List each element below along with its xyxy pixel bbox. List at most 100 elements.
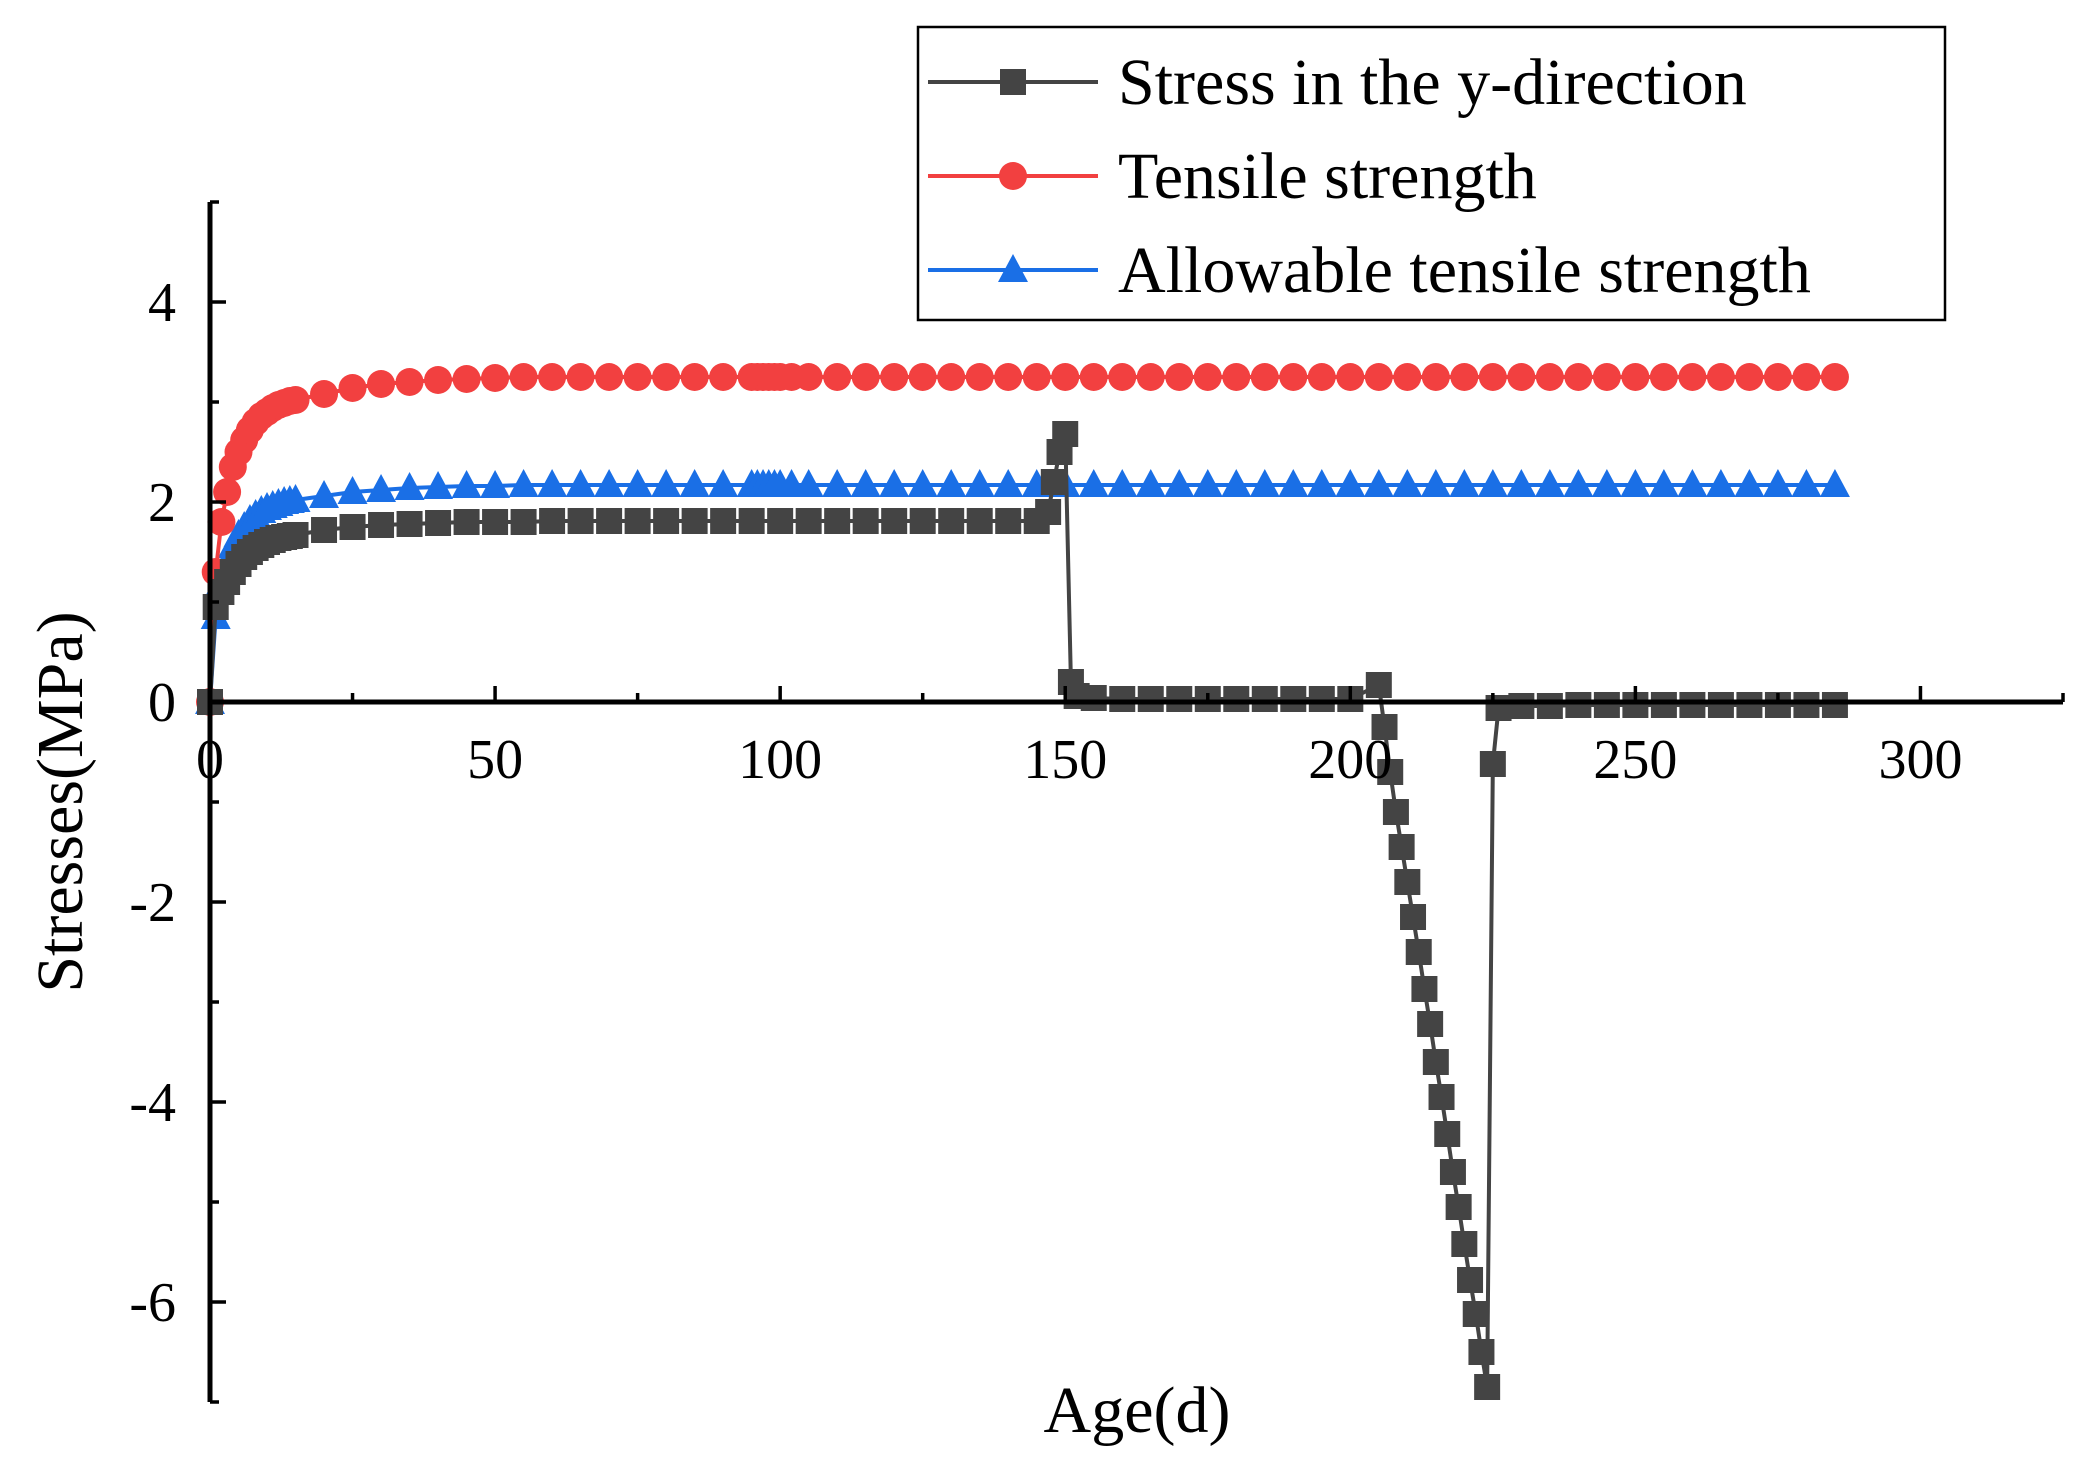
data-point xyxy=(1736,692,1763,718)
data-point xyxy=(282,522,309,548)
data-point xyxy=(1506,469,1537,497)
data-point xyxy=(452,365,481,393)
data-point xyxy=(311,517,338,543)
x-axis-title: Age(d) xyxy=(1044,1374,1231,1447)
data-point xyxy=(1735,363,1764,391)
data-point xyxy=(453,509,480,535)
data-point xyxy=(794,363,823,391)
data-point xyxy=(1819,469,1850,497)
data-point xyxy=(309,480,340,508)
data-point xyxy=(1762,469,1793,497)
data-point xyxy=(1791,469,1822,497)
data-point xyxy=(937,363,966,391)
data-point xyxy=(1422,1049,1449,1075)
data-point xyxy=(1222,363,1251,391)
data-point xyxy=(680,363,709,391)
y-tick-label: 2 xyxy=(148,472,176,534)
y-tick-label: -4 xyxy=(129,1072,176,1134)
data-point xyxy=(1793,692,1820,718)
data-point xyxy=(1079,363,1108,391)
data-point xyxy=(482,509,509,535)
data-point xyxy=(508,469,539,497)
data-point xyxy=(1080,685,1107,711)
legend-marker xyxy=(1000,69,1026,95)
data-point xyxy=(1400,904,1427,930)
data-point xyxy=(795,508,822,534)
data-point xyxy=(1706,363,1735,391)
data-point xyxy=(909,508,936,534)
data-point xyxy=(1428,1084,1455,1110)
data-point xyxy=(1468,1339,1495,1365)
data-point xyxy=(1135,469,1166,497)
legend-label: Stress in the y-direction xyxy=(1118,46,1747,119)
y-tick-label: -6 xyxy=(129,1272,176,1334)
data-point xyxy=(709,363,738,391)
data-point xyxy=(1078,469,1109,497)
data-point xyxy=(852,508,879,534)
data-point xyxy=(1335,469,1366,497)
data-point xyxy=(367,370,396,398)
data-point xyxy=(653,508,680,534)
data-point xyxy=(213,478,242,506)
data-point xyxy=(1507,363,1536,391)
data-point xyxy=(1620,469,1651,497)
data-point xyxy=(1678,363,1707,391)
data-point xyxy=(425,510,452,536)
data-point xyxy=(1763,363,1792,391)
data-point xyxy=(851,363,880,391)
data-point xyxy=(708,469,739,497)
data-point xyxy=(1450,363,1479,391)
data-point xyxy=(1405,939,1432,965)
data-point xyxy=(1449,469,1480,497)
data-point xyxy=(594,469,625,497)
data-point xyxy=(1621,363,1650,391)
data-point xyxy=(310,380,339,408)
data-point xyxy=(822,469,853,497)
data-point xyxy=(850,469,881,497)
data-point xyxy=(1457,1267,1484,1293)
data-point xyxy=(395,368,424,396)
data-point xyxy=(1679,692,1706,718)
data-point xyxy=(1051,363,1080,391)
data-point xyxy=(339,514,366,540)
data-point xyxy=(396,511,423,537)
data-point xyxy=(1279,363,1308,391)
data-point xyxy=(880,363,909,391)
data-point xyxy=(1707,692,1734,718)
data-point xyxy=(1477,469,1508,497)
data-point xyxy=(1445,1194,1472,1220)
legend-marker xyxy=(998,254,1028,282)
data-point xyxy=(1221,469,1252,497)
data-point xyxy=(1434,1121,1461,1147)
data-point xyxy=(624,508,651,534)
data-point xyxy=(480,470,511,498)
data-point xyxy=(1650,692,1677,718)
data-point xyxy=(538,363,567,391)
data-point xyxy=(1164,469,1195,497)
data-point xyxy=(993,469,1024,497)
data-point xyxy=(1108,363,1137,391)
data-point xyxy=(652,363,681,391)
data-point xyxy=(1192,469,1223,497)
x-tick-label: 100 xyxy=(738,729,822,791)
x-tick-label: 0 xyxy=(196,729,224,791)
data-point xyxy=(1462,1301,1489,1327)
data-point xyxy=(509,363,538,391)
x-tick-label: 200 xyxy=(1308,729,1392,791)
data-point xyxy=(1649,363,1678,391)
data-point xyxy=(539,508,566,534)
data-point xyxy=(994,363,1023,391)
data-point xyxy=(207,508,236,536)
series-line xyxy=(208,433,1835,1388)
x-tick-label: 250 xyxy=(1593,729,1677,791)
data-point xyxy=(965,363,994,391)
data-point xyxy=(823,363,852,391)
data-point xyxy=(936,469,967,497)
legend-items: Stress in the y-direction Tensile strengt… xyxy=(928,46,1811,307)
data-point xyxy=(1591,469,1622,497)
data-point xyxy=(1136,363,1165,391)
data-point xyxy=(1251,686,1278,712)
data-point xyxy=(651,469,682,497)
data-point xyxy=(366,474,397,502)
